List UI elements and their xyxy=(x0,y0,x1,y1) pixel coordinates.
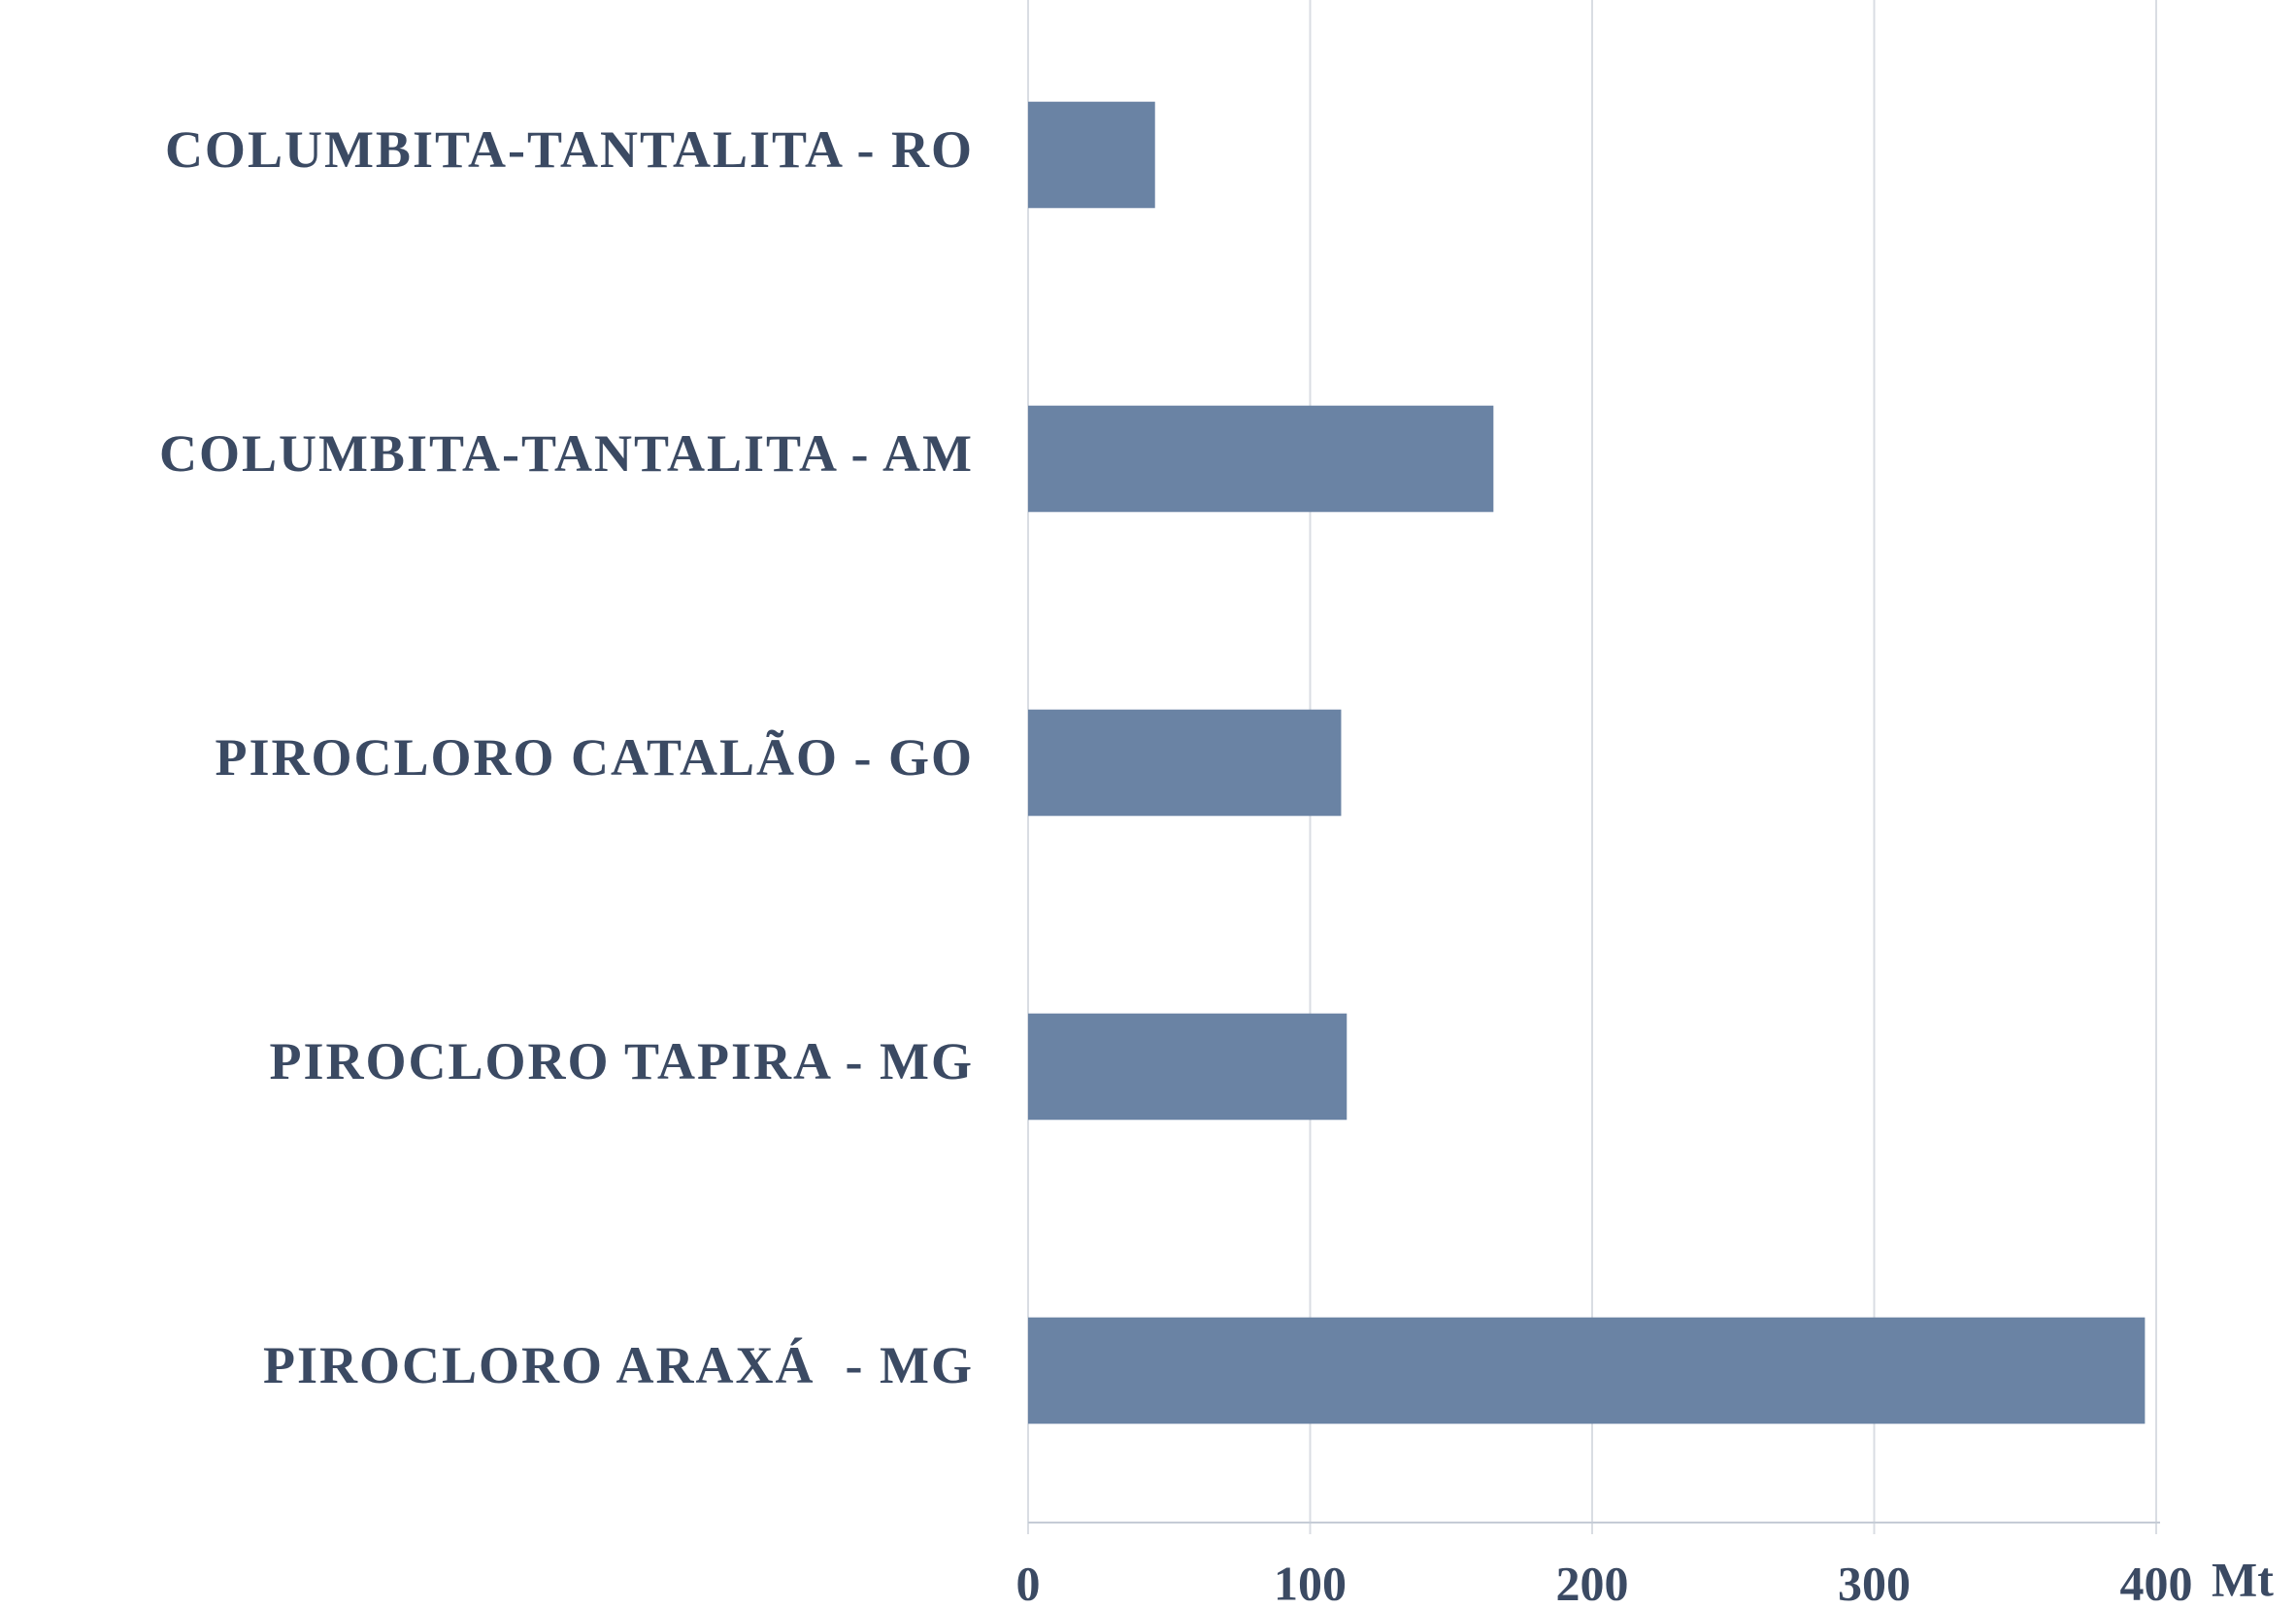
y-tick-label: COLUMBITA-TANTALITA - AM xyxy=(159,424,974,483)
bar xyxy=(1028,1013,1348,1121)
x-tick-label: 400 xyxy=(2120,1556,2193,1608)
x-axis-label: Mt xyxy=(2212,1552,2274,1606)
y-tick-label: PIROCLORO TAPIRA - MG xyxy=(269,1032,974,1090)
y-tick-label: PIROCLORO CATALÃO - GO xyxy=(215,728,974,787)
y-tick-label: COLUMBITA-TANTALITA - RO xyxy=(165,120,974,179)
x-tick-label: 0 xyxy=(1016,1556,1041,1608)
x-tick-label: 300 xyxy=(1838,1556,1911,1608)
bar xyxy=(1028,405,1494,513)
bar xyxy=(1028,1317,2146,1424)
y-tick-label: PIROCLORO ARAXÁ - MG xyxy=(263,1336,974,1394)
x-tick-label: 200 xyxy=(1556,1556,1629,1608)
bar xyxy=(1028,709,1342,817)
x-tick-label: 100 xyxy=(1274,1556,1347,1608)
bar xyxy=(1028,101,1155,209)
